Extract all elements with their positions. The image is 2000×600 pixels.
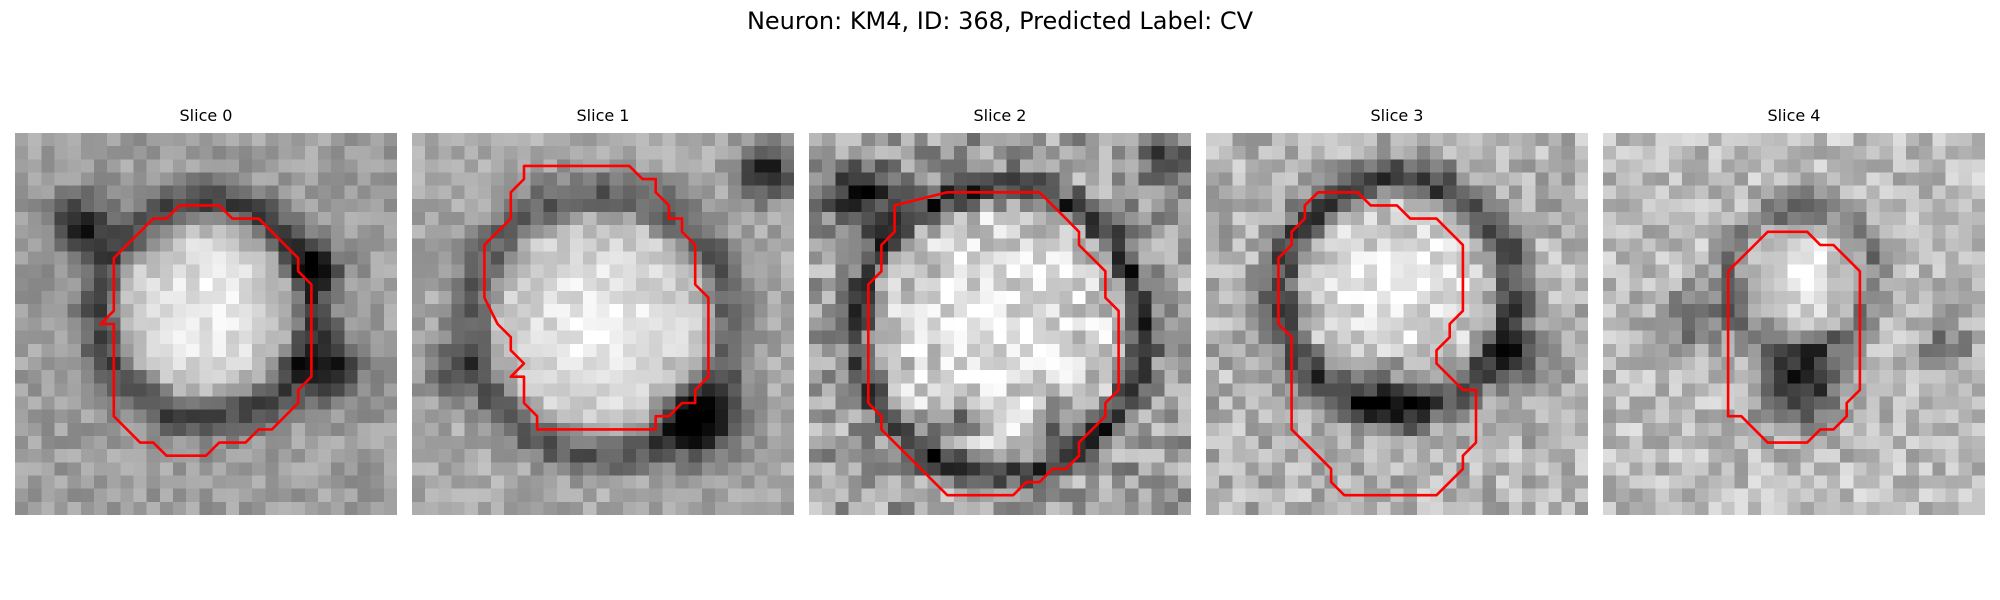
slice-panel-0: Slice 0 bbox=[15, 106, 397, 515]
segmentation-contour bbox=[1726, 230, 1862, 444]
slice-title: Slice 4 bbox=[1767, 106, 1821, 125]
grayscale-pixels bbox=[412, 133, 794, 515]
slice-panel-2: Slice 2 bbox=[809, 106, 1191, 515]
grayscale-pixels bbox=[809, 133, 1191, 515]
slice-title: Slice 2 bbox=[973, 106, 1027, 125]
em-slice-image bbox=[1603, 133, 1985, 515]
grayscale-pixels bbox=[1206, 133, 1588, 515]
figure-title: Neuron: KM4, ID: 368, Predicted Label: C… bbox=[746, 7, 1254, 35]
em-slice-image bbox=[15, 133, 397, 515]
segmentation-contour bbox=[99, 204, 313, 458]
slice-title: Slice 1 bbox=[576, 106, 630, 125]
segmentation-contour bbox=[866, 190, 1120, 497]
grayscale-pixels bbox=[1603, 133, 1985, 515]
slice-title: Slice 0 bbox=[179, 106, 233, 125]
em-slice-image bbox=[1206, 133, 1588, 515]
segmentation-contour bbox=[1277, 190, 1478, 497]
slice-panel-4: Slice 4 bbox=[1603, 106, 1985, 515]
segmentation-contour bbox=[483, 164, 710, 431]
slice-panel-1: Slice 1 bbox=[412, 106, 794, 515]
em-slice-image bbox=[809, 133, 1191, 515]
em-slice-image bbox=[412, 133, 794, 515]
slice-panel-3: Slice 3 bbox=[1206, 106, 1588, 515]
slice-title: Slice 3 bbox=[1370, 106, 1424, 125]
grayscale-pixels bbox=[15, 133, 397, 515]
